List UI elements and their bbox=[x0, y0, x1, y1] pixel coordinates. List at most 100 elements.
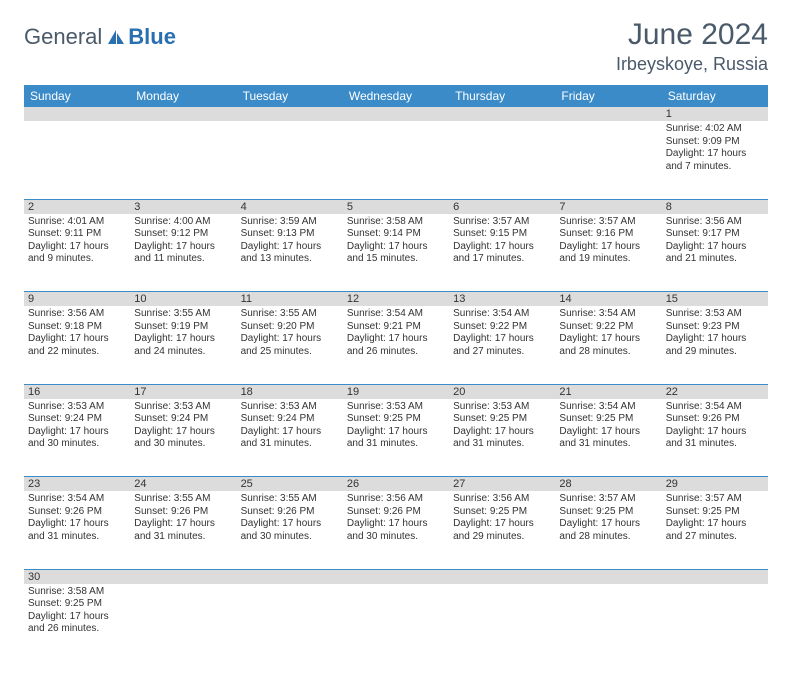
weekday-header: Saturday bbox=[662, 85, 768, 107]
sunrise-text: Sunrise: 3:57 AM bbox=[559, 493, 657, 506]
sunrise-text: Sunrise: 3:53 AM bbox=[241, 401, 339, 414]
sunrise-text: Sunrise: 3:56 AM bbox=[666, 216, 764, 229]
daylight-text: Daylight: 17 hours and 30 minutes. bbox=[134, 426, 232, 451]
daylight-text: Daylight: 17 hours and 27 minutes. bbox=[453, 333, 551, 358]
day-number-cell: 4 bbox=[237, 199, 343, 214]
day-cell: Sunrise: 3:57 AMSunset: 9:25 PMDaylight:… bbox=[555, 491, 661, 569]
day-content: Sunrise: 3:53 AMSunset: 9:24 PMDaylight:… bbox=[241, 401, 339, 451]
day-number-cell: 5 bbox=[343, 199, 449, 214]
day-content: Sunrise: 4:01 AMSunset: 9:11 PMDaylight:… bbox=[28, 216, 126, 266]
day-number-cell: 19 bbox=[343, 384, 449, 399]
day-cell bbox=[449, 121, 555, 199]
sunrise-text: Sunrise: 3:58 AM bbox=[28, 586, 126, 599]
daylight-text: Daylight: 17 hours and 21 minutes. bbox=[666, 241, 764, 266]
day-number-cell bbox=[130, 569, 236, 584]
day-content: Sunrise: 3:56 AMSunset: 9:26 PMDaylight:… bbox=[347, 493, 445, 543]
day-cell: Sunrise: 3:56 AMSunset: 9:26 PMDaylight:… bbox=[343, 491, 449, 569]
calendar-page: General Blue June 2024 Irbeyskoye, Russi… bbox=[0, 0, 792, 680]
day-number-cell: 22 bbox=[662, 384, 768, 399]
sunrise-text: Sunrise: 4:01 AM bbox=[28, 216, 126, 229]
day-cell: Sunrise: 3:54 AMSunset: 9:22 PMDaylight:… bbox=[555, 306, 661, 384]
day-number-cell bbox=[343, 569, 449, 584]
day-number-cell: 21 bbox=[555, 384, 661, 399]
location: Irbeyskoye, Russia bbox=[616, 54, 768, 75]
sunset-text: Sunset: 9:24 PM bbox=[134, 413, 232, 426]
sunset-text: Sunset: 9:22 PM bbox=[453, 321, 551, 334]
sunset-text: Sunset: 9:16 PM bbox=[559, 228, 657, 241]
day-number-cell: 15 bbox=[662, 292, 768, 307]
day-cell bbox=[130, 121, 236, 199]
weekday-header: Tuesday bbox=[237, 85, 343, 107]
daylight-text: Daylight: 17 hours and 17 minutes. bbox=[453, 241, 551, 266]
day-content: Sunrise: 3:56 AMSunset: 9:17 PMDaylight:… bbox=[666, 216, 764, 266]
day-cell: Sunrise: 3:54 AMSunset: 9:26 PMDaylight:… bbox=[662, 399, 768, 477]
weekday-header: Thursday bbox=[449, 85, 555, 107]
sunset-text: Sunset: 9:21 PM bbox=[347, 321, 445, 334]
day-content: Sunrise: 3:57 AMSunset: 9:25 PMDaylight:… bbox=[559, 493, 657, 543]
daylight-text: Daylight: 17 hours and 26 minutes. bbox=[28, 611, 126, 636]
day-content: Sunrise: 3:53 AMSunset: 9:24 PMDaylight:… bbox=[134, 401, 232, 451]
day-number-cell: 10 bbox=[130, 292, 236, 307]
day-number-cell bbox=[130, 107, 236, 121]
day-number-cell bbox=[343, 107, 449, 121]
week-row: Sunrise: 3:58 AMSunset: 9:25 PMDaylight:… bbox=[24, 584, 768, 662]
month-title: June 2024 bbox=[616, 18, 768, 52]
day-cell: Sunrise: 4:02 AMSunset: 9:09 PMDaylight:… bbox=[662, 121, 768, 199]
daylight-text: Daylight: 17 hours and 31 minutes. bbox=[241, 426, 339, 451]
day-number-cell: 14 bbox=[555, 292, 661, 307]
day-content: Sunrise: 4:00 AMSunset: 9:12 PMDaylight:… bbox=[134, 216, 232, 266]
week-row: Sunrise: 4:01 AMSunset: 9:11 PM Daylight:… bbox=[24, 214, 768, 292]
sunset-text: Sunset: 9:15 PM bbox=[453, 228, 551, 241]
sunset-text: Sunset: 9:25 PM bbox=[453, 506, 551, 519]
daylight-text: Daylight: 17 hours and 31 minutes. bbox=[134, 518, 232, 543]
day-cell: Sunrise: 3:58 AMSunset: 9:14 PMDaylight:… bbox=[343, 214, 449, 292]
week-row: Sunrise: 3:56 AMSunset: 9:18 PMDaylight:… bbox=[24, 306, 768, 384]
sunset-text: Sunset: 9:24 PM bbox=[28, 413, 126, 426]
sunrise-text: Sunrise: 3:56 AM bbox=[347, 493, 445, 506]
weekday-header: Monday bbox=[130, 85, 236, 107]
day-cell: Sunrise: 3:53 AMSunset: 9:25 PMDaylight:… bbox=[343, 399, 449, 477]
daylight-text: Daylight: 17 hours and 31 minutes. bbox=[347, 426, 445, 451]
header: General Blue June 2024 Irbeyskoye, Russi… bbox=[24, 18, 768, 75]
sunrise-text: Sunrise: 3:57 AM bbox=[453, 216, 551, 229]
sunrise-text: Sunrise: 3:54 AM bbox=[666, 401, 764, 414]
daylight-text: Daylight: 17 hours and 7 minutes. bbox=[666, 148, 764, 173]
daylight-text: Daylight: 17 hours and 27 minutes. bbox=[666, 518, 764, 543]
day-number-cell: 11 bbox=[237, 292, 343, 307]
logo: General Blue bbox=[24, 18, 176, 50]
day-number-cell: 29 bbox=[662, 477, 768, 492]
day-number-cell: 9 bbox=[24, 292, 130, 307]
day-number-cell: 20 bbox=[449, 384, 555, 399]
weekday-header: Friday bbox=[555, 85, 661, 107]
day-cell: Sunrise: 3:53 AMSunset: 9:25 PMDaylight:… bbox=[449, 399, 555, 477]
daylight-text: Daylight: 17 hours and 26 minutes. bbox=[347, 333, 445, 358]
day-cell: Sunrise: 3:54 AMSunset: 9:22 PMDaylight:… bbox=[449, 306, 555, 384]
sunset-text: Sunset: 9:13 PM bbox=[241, 228, 339, 241]
day-cell: Sunrise: 3:56 AMSunset: 9:17 PMDaylight:… bbox=[662, 214, 768, 292]
day-number-cell: 3 bbox=[130, 199, 236, 214]
day-cell: Sunrise: 3:57 AMSunset: 9:16 PMDaylight:… bbox=[555, 214, 661, 292]
day-cell: Sunrise: 4:00 AMSunset: 9:12 PMDaylight:… bbox=[130, 214, 236, 292]
day-number-cell bbox=[555, 569, 661, 584]
sunset-text: Sunset: 9:22 PM bbox=[559, 321, 657, 334]
logo-text-general: General bbox=[24, 24, 102, 50]
day-content: Sunrise: 3:55 AMSunset: 9:26 PMDaylight:… bbox=[134, 493, 232, 543]
day-number-cell: 27 bbox=[449, 477, 555, 492]
sunrise-text: Sunrise: 3:56 AM bbox=[453, 493, 551, 506]
calendar-body: 1Sunrise: 4:02 AMSunset: 9:09 PMDaylight… bbox=[24, 107, 768, 662]
day-number-cell: 30 bbox=[24, 569, 130, 584]
sunset-text: Sunset: 9:25 PM bbox=[559, 506, 657, 519]
daylight-text: Daylight: 17 hours and 30 minutes. bbox=[28, 426, 126, 451]
day-number-cell: 7 bbox=[555, 199, 661, 214]
sunset-text: Sunset: 9:11 PM bbox=[28, 228, 126, 241]
day-number-cell bbox=[555, 107, 661, 121]
sunrise-text: Sunrise: 3:53 AM bbox=[28, 401, 126, 414]
sail-icon bbox=[106, 28, 126, 46]
logo-text-blue: Blue bbox=[128, 24, 176, 50]
day-content: Sunrise: 3:54 AMSunset: 9:25 PMDaylight:… bbox=[559, 401, 657, 451]
daylight-text: Daylight: 17 hours and 31 minutes. bbox=[28, 518, 126, 543]
day-content: Sunrise: 3:53 AMSunset: 9:24 PMDaylight:… bbox=[28, 401, 126, 451]
day-content: Sunrise: 3:59 AMSunset: 9:13 PMDaylight:… bbox=[241, 216, 339, 266]
day-content: Sunrise: 3:54 AMSunset: 9:26 PMDaylight:… bbox=[28, 493, 126, 543]
day-cell bbox=[237, 584, 343, 662]
